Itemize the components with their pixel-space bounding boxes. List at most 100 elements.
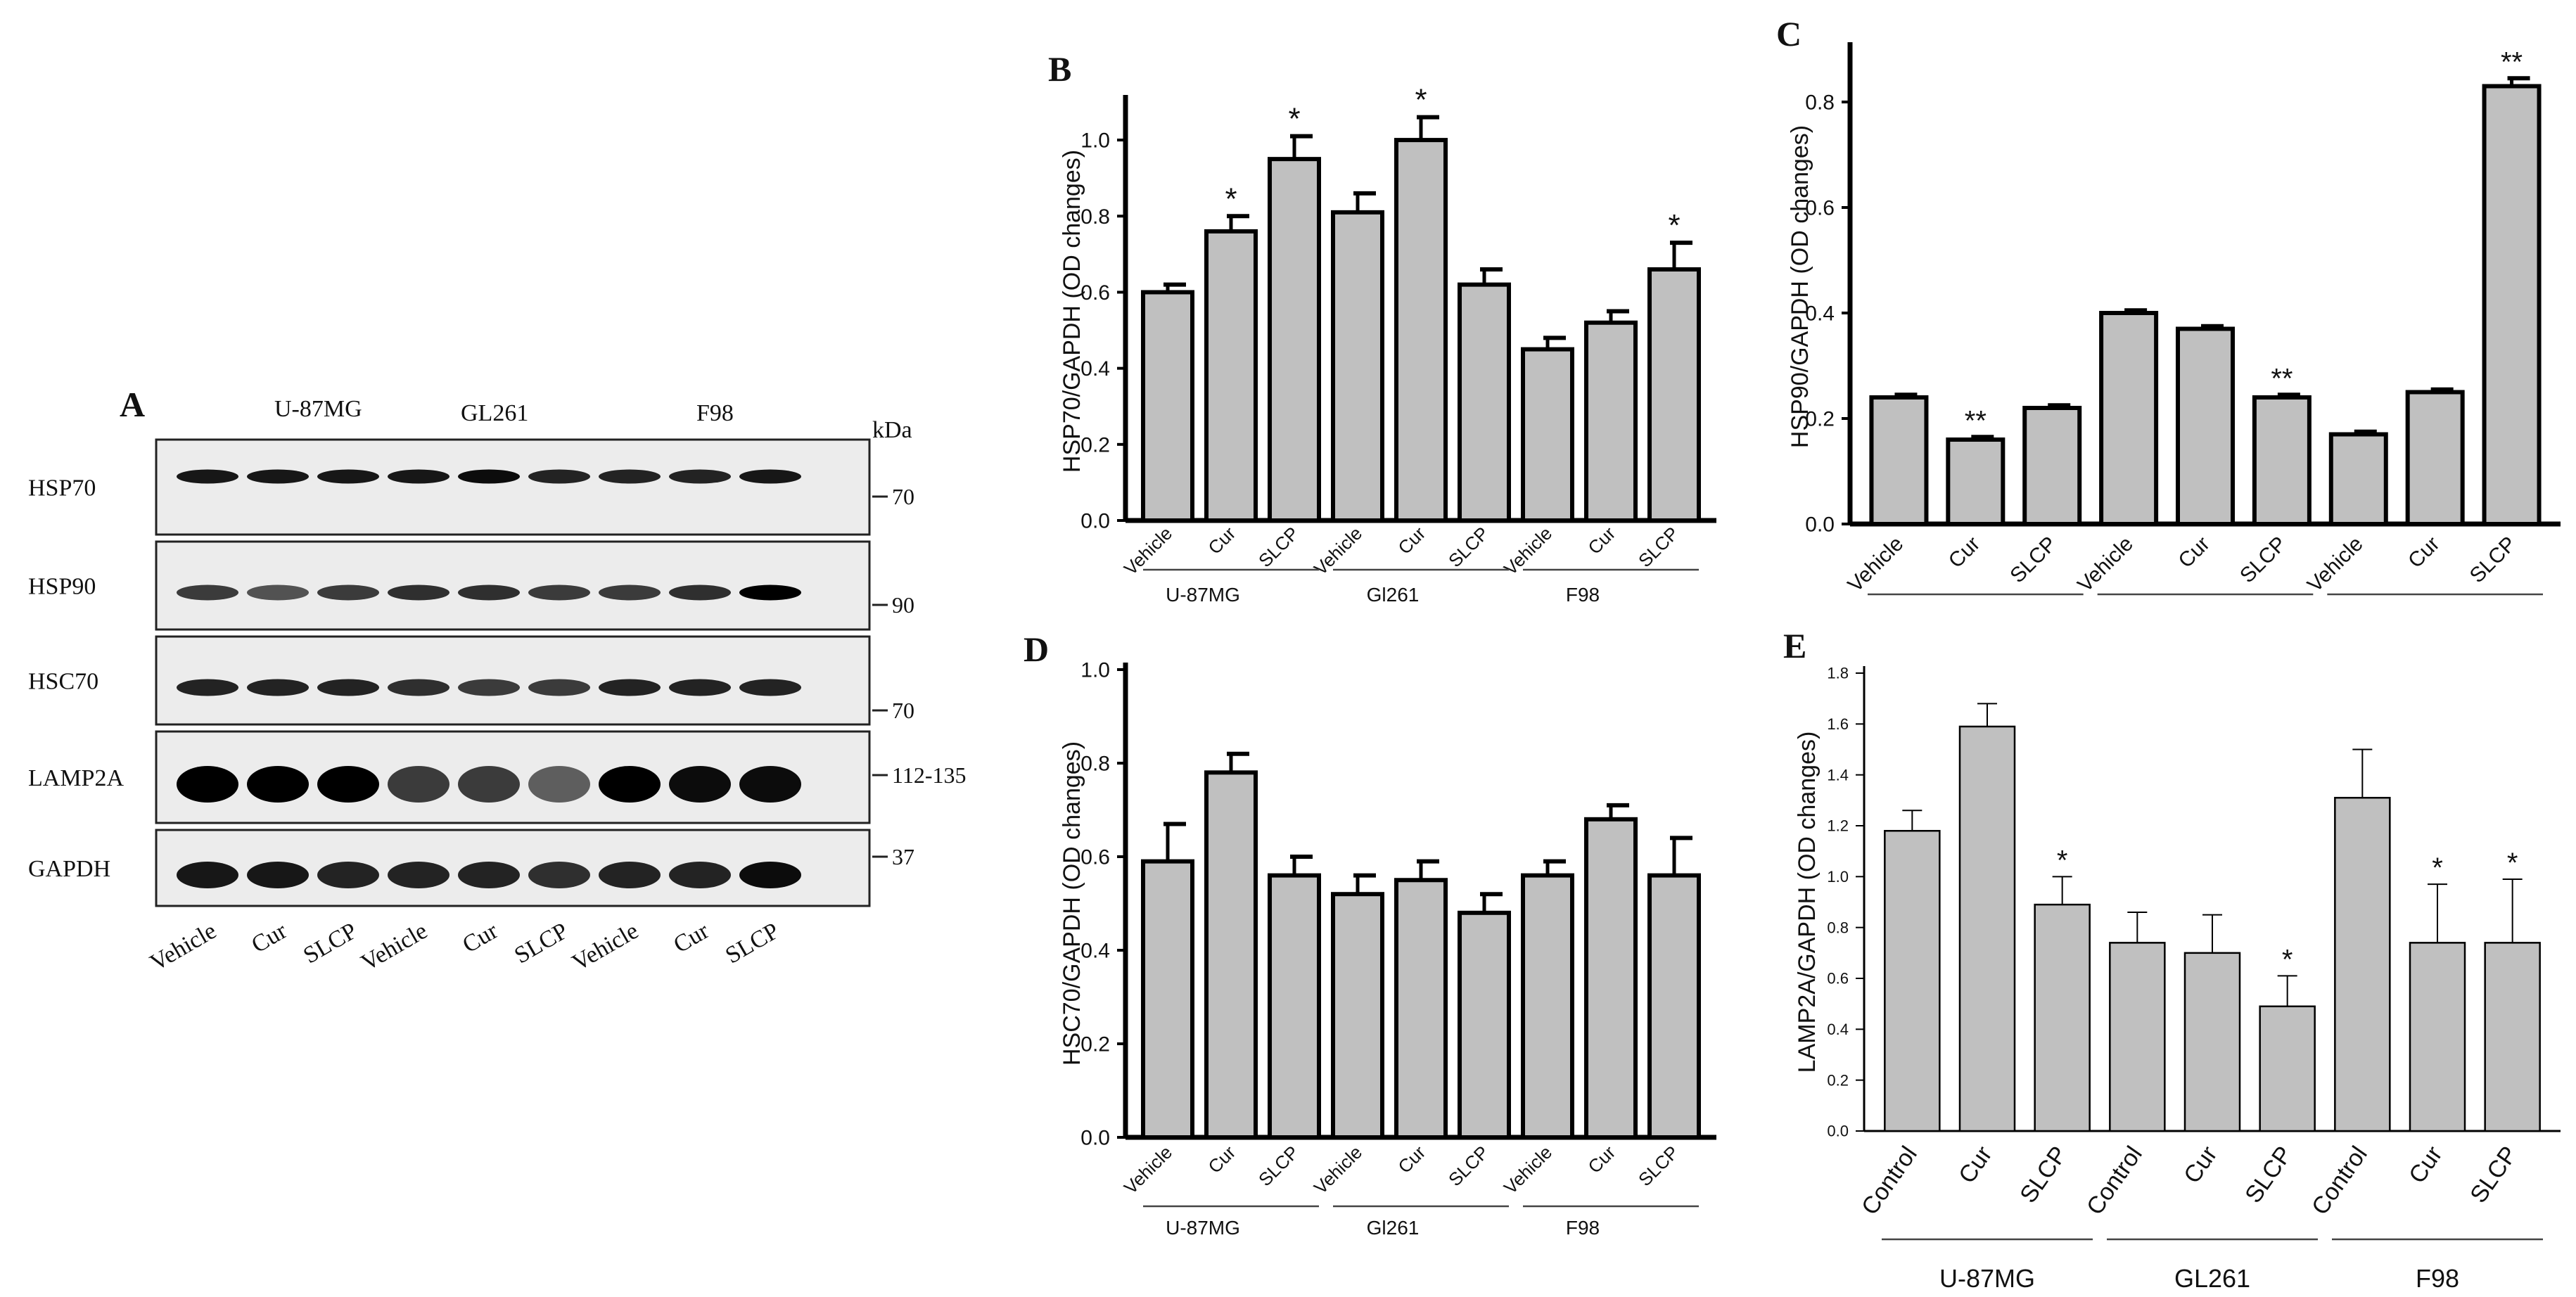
category-label: SLCP: [2006, 532, 2061, 588]
blot-band: [528, 679, 590, 696]
blot-row-hsp90: HSP90 90: [28, 540, 914, 631]
lane-label: SLCP: [721, 918, 784, 969]
y-tick-label: 1.0: [1080, 129, 1110, 153]
bar: [1141, 290, 1194, 523]
category-label: Vehicle: [1500, 1142, 1556, 1198]
bar: [2022, 406, 2082, 526]
lane-label: SLCP: [510, 918, 573, 969]
significance-label: **: [1965, 405, 1987, 436]
blot-band: [247, 862, 309, 888]
blot-label: HSP70: [28, 475, 96, 501]
category-label: Cur: [2174, 532, 2214, 573]
category-label: Vehicle: [2073, 532, 2138, 597]
blot-band: [599, 862, 661, 888]
category-label: Control: [1856, 1142, 1923, 1220]
bar: [2328, 432, 2388, 526]
bar: [1647, 267, 1701, 523]
category-label: Cur: [2404, 532, 2444, 573]
y-tick-label: 0.2: [1080, 433, 1110, 456]
y-tick-label: 0.4: [1080, 357, 1110, 381]
marker-label: 90: [892, 592, 914, 618]
category-label: SLCP: [1254, 1142, 1303, 1190]
blot-band: [177, 584, 238, 601]
group-label: GL261: [2174, 1264, 2250, 1293]
panel-letter: B: [1048, 49, 1071, 89]
bar: [1268, 157, 1321, 523]
blot-band: [388, 584, 449, 601]
blot-band: [669, 584, 731, 601]
group-label: F98: [2416, 1264, 2459, 1293]
blot-band: [247, 679, 309, 696]
blot-band: [458, 584, 520, 601]
y-tick-label: 0.6: [1080, 281, 1110, 305]
category-label: SLCP: [2240, 1142, 2297, 1208]
bar: [1268, 873, 1321, 1139]
y-tick-label: 1.8: [1827, 665, 1849, 682]
category-label: Vehicle: [1120, 523, 1176, 579]
blot-box: [155, 540, 871, 631]
group-label: Gl261: [1367, 584, 1420, 606]
lane-label: Cur: [458, 918, 502, 959]
category-label: SLCP: [1634, 1142, 1683, 1190]
y-tick-label: 0.4: [1805, 302, 1835, 326]
bar: [1521, 873, 1574, 1139]
bar: [1394, 878, 1448, 1139]
panel-letter: E: [1783, 626, 1806, 665]
y-tick-label: 1.0: [1080, 659, 1110, 682]
y-tick-label: 1.2: [1827, 817, 1849, 835]
group-label: U-87MG: [1166, 1217, 1240, 1239]
group-label-u87mg: U-87MG: [274, 396, 362, 422]
category-label: Cur: [1583, 1142, 1619, 1177]
blot-band: [528, 766, 590, 803]
bar: [1584, 320, 1638, 523]
y-tick-label: 0.2: [1827, 1071, 1849, 1089]
chart-e: E 0.0 0.2 0.4 0.6 0.8 1.0 1.2 1.4 1.6 1.8 LAMP2A/GA…: [1783, 626, 2561, 1293]
blot-row-hsc70: HSC70 70: [28, 635, 914, 726]
bar: [1869, 395, 1929, 526]
y-tick-label: 0.0: [1080, 510, 1110, 533]
blot-band: [317, 469, 379, 484]
bar: [1958, 725, 2016, 1132]
blot-rows: HSP70 70 HSP90 90 HSC70 70 LAMP2A 112-135 GAPDH 3…: [28, 438, 966, 907]
blot-band: [528, 469, 590, 484]
marker-label: 112-135: [892, 762, 966, 788]
panel-a-western-blot: A U-87MG GL261 F98 kDa HSP70 70 HSP90 90 HSC…: [28, 385, 966, 976]
bar: [1647, 873, 1701, 1139]
category-label: Vehicle: [1310, 1142, 1366, 1198]
group-label: F98: [1566, 1217, 1600, 1239]
blot-row-lamp2a: LAMP2A 112-135: [28, 730, 966, 824]
bar: [2409, 942, 2466, 1132]
bar: [1331, 892, 1384, 1139]
blot-band: [177, 766, 238, 803]
bar: [1458, 282, 1511, 523]
blot-band: [458, 766, 520, 803]
category-label: Cur: [2179, 1142, 2223, 1189]
significance-label: **: [2501, 46, 2523, 77]
significance-label: **: [2271, 363, 2293, 394]
category-label: Cur: [1394, 523, 1429, 558]
blot-band: [247, 469, 309, 484]
category-label: SLCP: [2236, 532, 2291, 588]
significance-label: *: [1225, 181, 1237, 216]
blot-band: [177, 469, 238, 484]
blot-band: [177, 679, 238, 696]
blot-label: LAMP2A: [28, 765, 124, 791]
significance-label: *: [2057, 845, 2068, 876]
blot-label: GAPDH: [28, 856, 110, 882]
y-tick-label: 0.2: [1805, 408, 1835, 431]
blot-band: [528, 862, 590, 888]
bar: [1204, 770, 1258, 1140]
bar: [2109, 942, 2166, 1132]
chart-c: C 0.0 0.2 0.4 0.6 0.8 HSP90/GAPDH (OD changes)…: [1776, 14, 2561, 596]
blot-band: [388, 469, 449, 484]
blot-band: [317, 584, 379, 601]
lane-label: Cur: [247, 918, 291, 959]
blot-band: [317, 679, 379, 696]
y-tick-label: 0.8: [1080, 205, 1110, 229]
blot-band: [669, 679, 731, 696]
category-label: Control: [2307, 1142, 2373, 1220]
y-axis-label: HSP70/GAPDH (OD changes): [1059, 150, 1085, 473]
y-tick-label: 0.0: [1805, 513, 1835, 537]
significance-label: *: [1415, 83, 1427, 117]
